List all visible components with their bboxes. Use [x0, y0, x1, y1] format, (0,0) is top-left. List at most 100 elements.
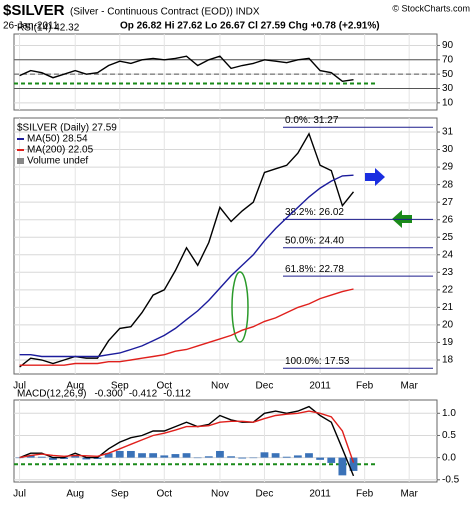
fib-label: 38.2%: 26.02	[285, 207, 344, 218]
highlight-ellipse	[231, 271, 249, 343]
x-tick-label: Feb	[356, 489, 374, 500]
histogram-bar	[204, 456, 213, 458]
x-tick-label: Feb	[356, 381, 374, 392]
credit: © StockCharts.com	[392, 3, 470, 13]
series-line	[19, 405, 355, 477]
histogram-bar	[15, 457, 24, 459]
x-tick-label: Dec	[256, 489, 274, 500]
panel-frame	[13, 33, 438, 111]
histogram-bar	[271, 453, 280, 458]
y-tick-label: 31	[442, 127, 454, 138]
panel-title: RSI(14) 42.32	[17, 23, 80, 34]
y-tick-label: 20	[442, 320, 454, 331]
fib-label: 50.0%: 24.40	[285, 235, 344, 246]
histogram-bar	[115, 450, 124, 458]
histogram-bar	[338, 457, 347, 476]
histogram-bar	[316, 457, 325, 460]
histogram-bar	[349, 457, 358, 471]
quote: Op 26.82 Hi 27.62 Lo 26.67 Cl 27.59 Chg …	[120, 21, 380, 32]
panel-frame	[13, 117, 438, 375]
x-tick-label: Nov	[211, 489, 229, 500]
x-tick-label: 2011	[309, 381, 331, 392]
legend-label: MA(200) 22.05	[27, 145, 94, 156]
histogram-bar	[49, 457, 57, 460]
fib-label: 0.0%: 31.27	[285, 115, 339, 126]
legend-label: -0.112	[163, 389, 191, 400]
x-tick-label: Mar	[401, 489, 419, 500]
histogram-bar	[171, 454, 180, 458]
histogram-bar	[138, 453, 146, 458]
y-tick-label: 22	[442, 284, 454, 295]
y-tick-label: 25	[442, 232, 454, 243]
panel-title: MACD(12,26,9)	[17, 389, 86, 400]
fib-label: 61.8%: 22.78	[285, 264, 344, 275]
x-tick-label: Aug	[66, 489, 84, 500]
histogram-bar	[82, 457, 91, 460]
y-tick-label: 24	[442, 249, 454, 260]
histogram-bar	[126, 450, 135, 458]
legend-label: -0.412	[129, 389, 158, 400]
histogram-bar	[216, 450, 224, 458]
y-tick-label: 27	[442, 197, 454, 208]
histogram-bar	[160, 455, 169, 458]
y-tick-label: 1.0	[442, 408, 456, 419]
symbol: $SILVER	[3, 2, 65, 19]
series-line	[19, 410, 355, 463]
histogram-bar	[71, 455, 80, 458]
x-tick-label: Mar	[401, 381, 419, 392]
histogram-bar	[104, 453, 113, 458]
date: 26-Jan-2011	[3, 21, 59, 32]
x-tick-label: Sep	[111, 489, 129, 500]
blue-arrow	[365, 168, 385, 186]
histogram-bar	[260, 452, 269, 458]
histogram-bar	[238, 457, 247, 459]
y-tick-label: 29	[442, 162, 454, 173]
y-tick-label: 0.5	[442, 430, 456, 441]
x-tick-label: Sep	[111, 381, 129, 392]
y-tick-label: 10	[442, 97, 454, 108]
y-tick-label: 50	[442, 69, 454, 80]
series-line	[19, 174, 354, 358]
y-tick-label: 90	[442, 40, 454, 51]
histogram-bar	[26, 455, 35, 458]
panel-title: $SILVER (Daily) 27.59	[17, 123, 117, 134]
y-tick-label: 19	[442, 337, 454, 348]
description: (Silver - Continuous Contract (EOD)) IND…	[70, 7, 260, 18]
histogram-bar	[37, 456, 46, 458]
histogram-bar	[282, 456, 291, 458]
y-tick-label: 30	[442, 83, 454, 94]
y-tick-label: 70	[442, 54, 454, 65]
legend-swatch	[17, 158, 24, 164]
legend-label: Volume undef	[27, 156, 88, 167]
panel-frame	[13, 399, 438, 483]
y-tick-label: -0.5	[442, 474, 460, 485]
y-tick-label: 26	[442, 214, 454, 225]
x-tick-label: Jul	[13, 489, 26, 500]
x-tick-label: Oct	[156, 381, 172, 392]
x-tick-label: 2011	[309, 489, 331, 500]
fib-label: 100.0%: 17.53	[285, 356, 350, 367]
histogram-bar	[149, 453, 158, 458]
histogram-bar	[193, 457, 202, 459]
y-tick-label: 0.0	[442, 452, 456, 463]
series-line	[19, 288, 354, 366]
legend-label: MA(50) 28.54	[27, 134, 88, 145]
y-tick-label: 21	[442, 302, 454, 313]
y-tick-label: 28	[442, 179, 454, 190]
x-tick-label: Jul	[13, 381, 26, 392]
series-line	[19, 55, 354, 83]
histogram-bar	[249, 457, 258, 459]
histogram-bar	[327, 457, 336, 463]
x-tick-label: Dec	[256, 381, 274, 392]
histogram-bar	[293, 455, 302, 458]
histogram-bar	[182, 453, 191, 458]
y-tick-label: 30	[442, 144, 454, 155]
x-tick-label: Oct	[156, 489, 172, 500]
histogram-bar	[227, 456, 235, 458]
x-tick-label: Nov	[211, 381, 229, 392]
histogram-bar	[305, 453, 313, 458]
x-tick-label: Aug	[66, 381, 84, 392]
legend-label: -0.300	[94, 389, 123, 400]
y-tick-label: 18	[442, 355, 454, 366]
